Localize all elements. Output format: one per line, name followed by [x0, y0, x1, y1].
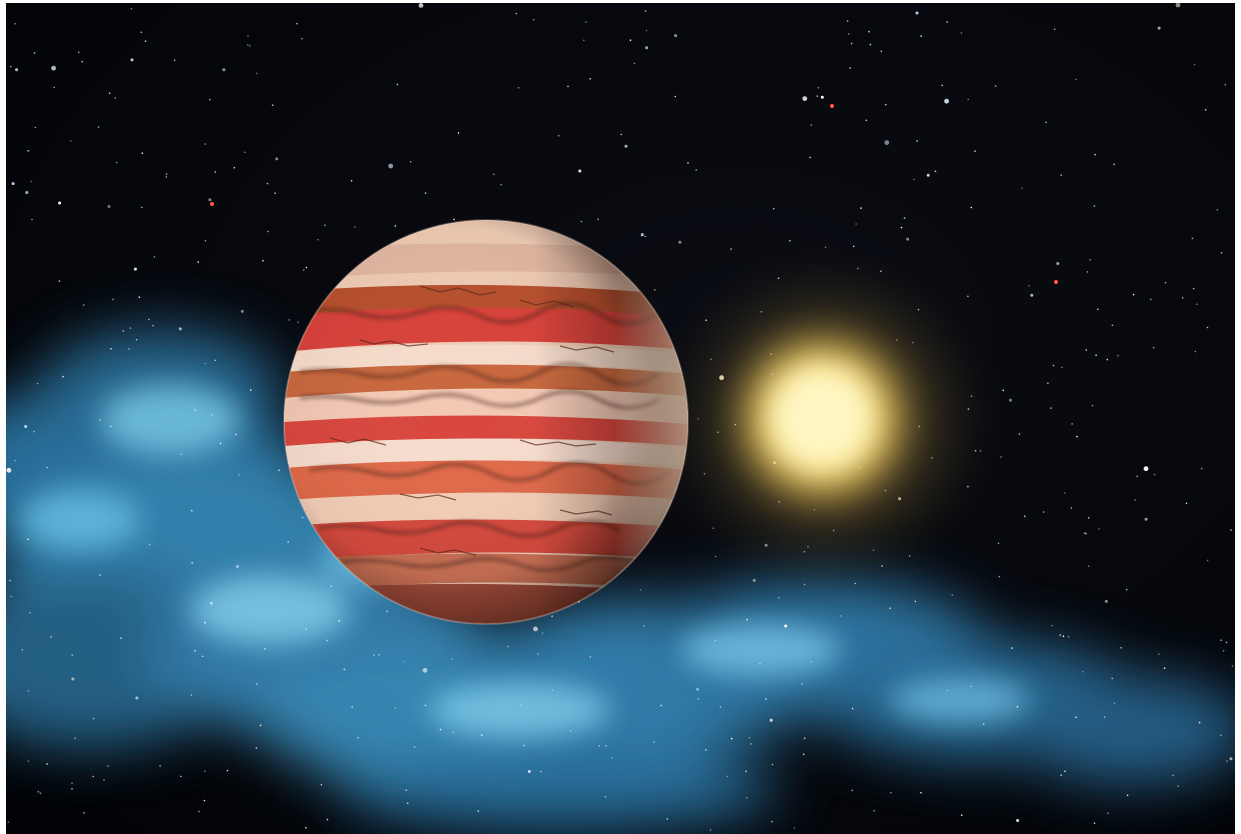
nebula — [0, 330, 1241, 830]
frame-right — [1235, 0, 1241, 834]
frame-top — [0, 0, 1241, 3]
gas-giant-planet — [283, 219, 689, 625]
star-sun — [651, 245, 1001, 595]
frame-left — [0, 0, 6, 834]
